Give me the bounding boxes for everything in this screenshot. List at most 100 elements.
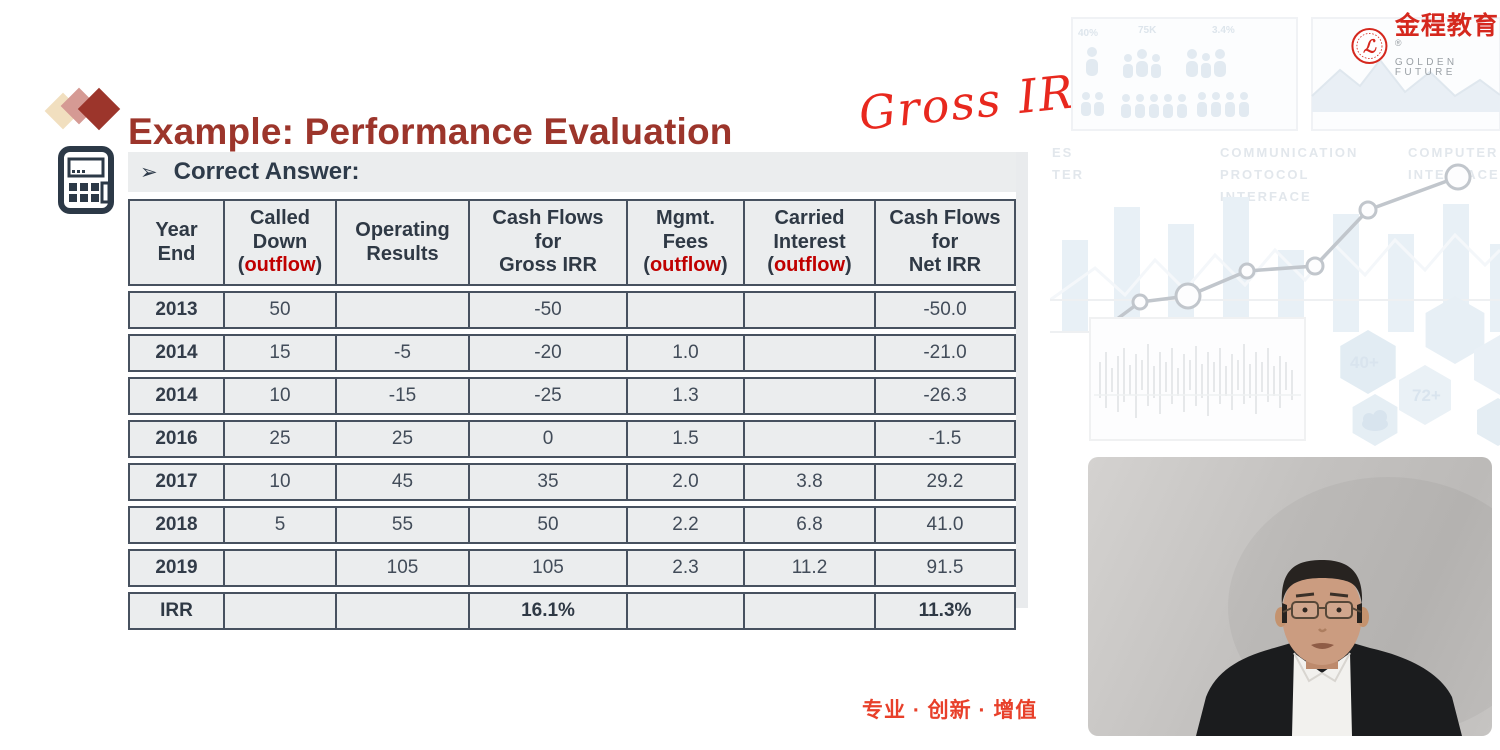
cell: 25 (225, 420, 337, 458)
area-chart-panel (1311, 17, 1500, 131)
col-header-year-end: Year End (128, 199, 225, 286)
cell: 5 (225, 506, 337, 544)
answer-section: ➢ Correct Answer: Year End Called Down (ou… (128, 152, 1016, 635)
section-header: ➢ Correct Answer: (128, 152, 1016, 192)
cell: 2.0 (628, 463, 745, 501)
page-title: Example: Performance Evaluation (128, 110, 733, 152)
cell: 2019 (128, 549, 225, 587)
cell: 2016 (128, 420, 225, 458)
registered-mark: ® (1394, 38, 1402, 48)
cell: -50.0 (876, 291, 1016, 329)
cell: 2.2 (628, 506, 745, 544)
cell: 105 (337, 549, 470, 587)
cell: 55 (337, 506, 470, 544)
face (1282, 565, 1362, 665)
cell: 2014 (128, 334, 225, 372)
col-header-called-down: Called Down (outflow) (225, 199, 337, 286)
cell: 11.2 (745, 549, 876, 587)
svg-text:COMPUTER: COMPUTER (1408, 145, 1498, 160)
people-icons (1081, 47, 1249, 118)
cell: -15 (337, 377, 470, 415)
cell (225, 549, 337, 587)
cell: 2018 (128, 506, 225, 544)
table-row: 2013 50 -50 -50.0 (128, 291, 1016, 329)
svg-text:ES: ES (1052, 145, 1073, 160)
cell (628, 592, 745, 630)
people-infographic-panel: 40% 75K 3.4% (1071, 17, 1298, 131)
candlestick-panel (1089, 317, 1306, 441)
cell: 15 (225, 334, 337, 372)
cell: 41.0 (876, 506, 1016, 544)
section-label: Correct Answer: (173, 158, 360, 185)
cell (225, 592, 337, 630)
cell: 10 (225, 377, 337, 415)
background-watermark-graphics: 40% 75K 3.4% ES TER (1050, 17, 1500, 446)
cell: 0 (470, 420, 628, 458)
cell: 3.8 (745, 463, 876, 501)
table-row-irr: IRR 16.1% 11.3% (128, 592, 1016, 630)
brand-logo: ℒ 金程教育® GOLDEN FUTURE (1350, 14, 1500, 78)
cell: 2013 (128, 291, 225, 329)
cell: -21.0 (876, 334, 1016, 372)
cell: 1.3 (628, 377, 745, 415)
cell (628, 291, 745, 329)
cell: 6.8 (745, 506, 876, 544)
table-header-row: Year End Called Down (outflow) Operating Re… (128, 199, 1016, 286)
brand-name-en: GOLDEN FUTURE (1394, 57, 1458, 78)
svg-text:ℒ: ℒ (1363, 36, 1377, 57)
cell (337, 291, 470, 329)
table-row: 2014 10 -15 -25 1.3 -26.3 (128, 377, 1016, 415)
table-row: 2018 5 55 50 2.2 6.8 41.0 (128, 506, 1016, 544)
cell: -50 (470, 291, 628, 329)
svg-text:3.4%: 3.4% (1212, 25, 1235, 36)
cell: 45 (337, 463, 470, 501)
brand-name-cn: 金程教育 (1394, 12, 1499, 40)
svg-text:40+: 40+ (1350, 353, 1379, 372)
table-row: 2014 15 -5 -20 1.0 -21.0 (128, 334, 1016, 372)
arrow-bullet-icon: ➢ (140, 160, 158, 184)
calculator-icon (58, 146, 114, 214)
svg-text:72+: 72+ (1412, 386, 1441, 405)
hexagon-watermark: 40+ 72+ (1340, 296, 1500, 446)
cell (745, 420, 876, 458)
cell: 2.3 (628, 549, 745, 587)
watermark-labels: ES TER COMMUNICATION PROTOCOL INTERFACE … (1052, 145, 1498, 204)
cell: 1.0 (628, 334, 745, 372)
cell: -5 (337, 334, 470, 372)
col-header-gross-irr: Cash Flows for Gross IRR (470, 199, 628, 286)
hair (1281, 560, 1363, 605)
cell: 11.3% (876, 592, 1016, 630)
cell: IRR (128, 592, 225, 630)
cell: 50 (470, 506, 628, 544)
slide-bullet-diamonds (44, 87, 121, 131)
cell: 50 (225, 291, 337, 329)
col-header-mgmt-fees: Mgmt. Fees (outflow) (628, 199, 745, 286)
brand-seal-icon: ℒ (1351, 27, 1388, 65)
cell (745, 592, 876, 630)
cell: 10 (225, 463, 337, 501)
cell: -26.3 (876, 377, 1016, 415)
col-header-operating-results: Operating Results (337, 199, 470, 286)
svg-text:75K: 75K (1138, 25, 1157, 36)
cell: 105 (470, 549, 628, 587)
cell: -20 (470, 334, 628, 372)
shirt (1292, 653, 1352, 736)
svg-text:COMMUNICATION: COMMUNICATION (1220, 145, 1358, 160)
svg-text:40%: 40% (1078, 28, 1098, 39)
cell: 16.1% (470, 592, 628, 630)
line-chart-watermark (1096, 163, 1472, 337)
cell (745, 291, 876, 329)
cell: 25 (337, 420, 470, 458)
cell: 2014 (128, 377, 225, 415)
col-header-net-irr: Cash Flows for Net IRR (876, 199, 1016, 286)
presenter-illustration (1196, 477, 1492, 736)
brand-slogan: 专业 · 创新 · 增值 (862, 699, 1038, 722)
svg-text:PROTOCOL: PROTOCOL (1220, 167, 1309, 182)
cash-flow-table: Year End Called Down (outflow) Operating Re… (128, 194, 1016, 635)
svg-text:TER: TER (1052, 167, 1084, 182)
cell: 29.2 (876, 463, 1016, 501)
cell: -25 (470, 377, 628, 415)
table-row: 2019 105 105 2.3 11.2 91.5 (128, 549, 1016, 587)
cell (337, 592, 470, 630)
col-header-carried-interest: Carried Interest (outflow) (745, 199, 876, 286)
